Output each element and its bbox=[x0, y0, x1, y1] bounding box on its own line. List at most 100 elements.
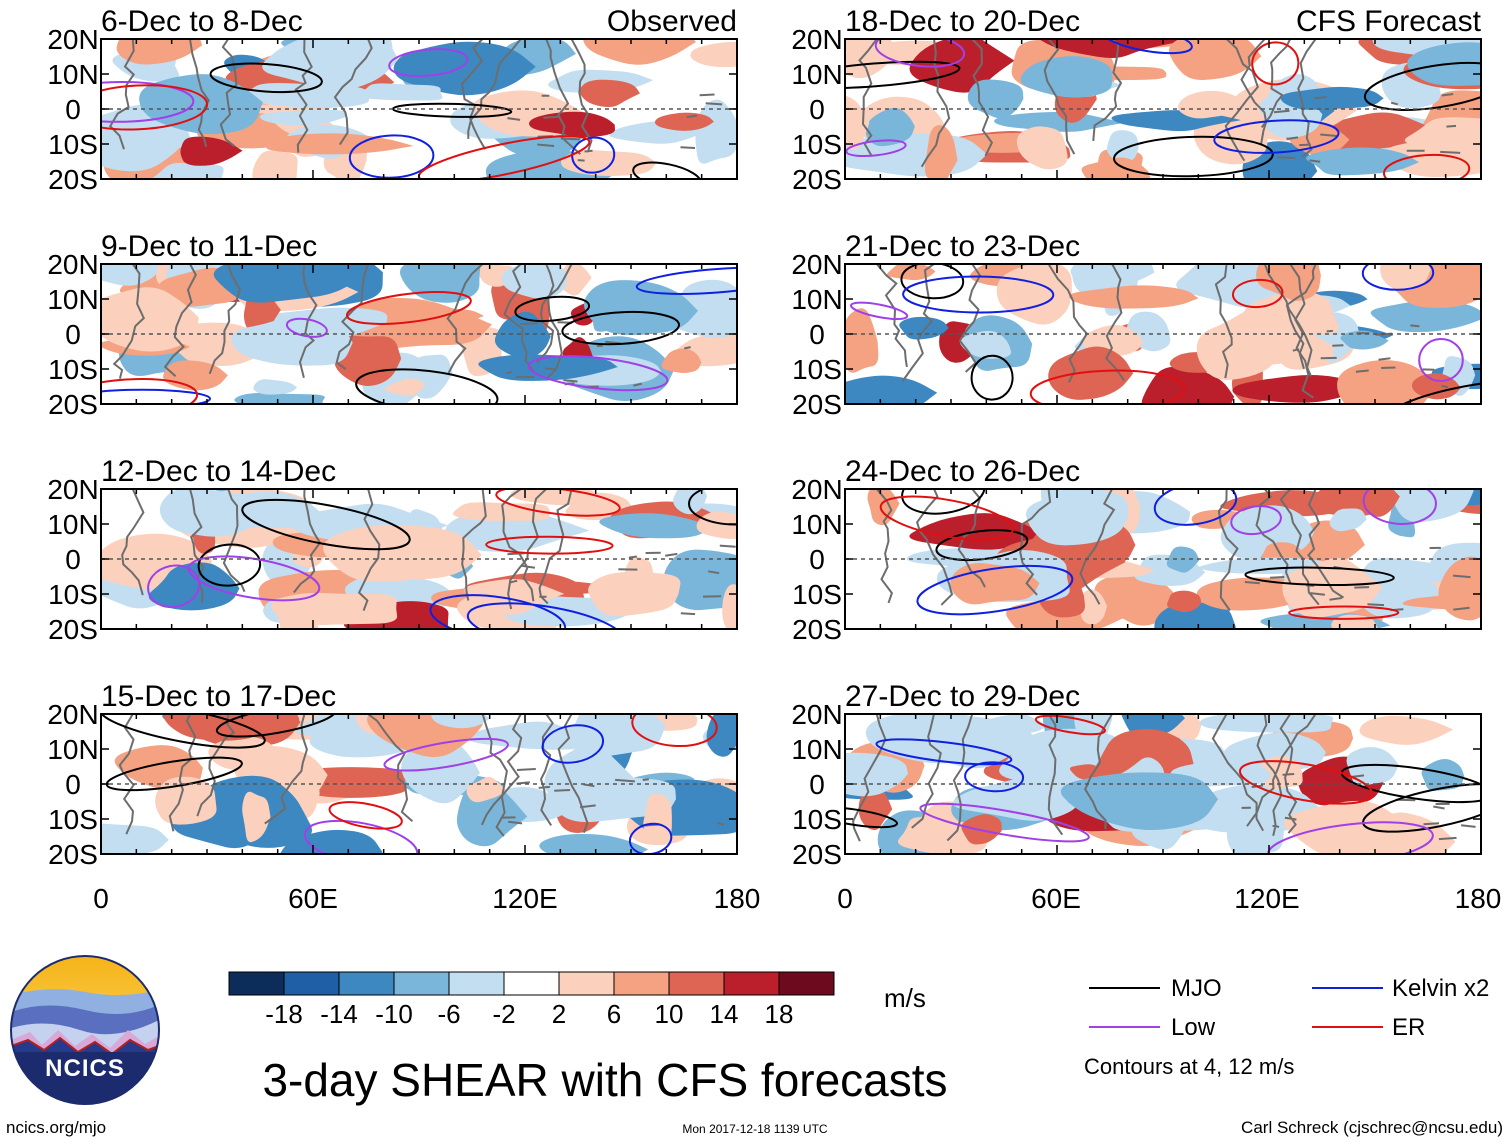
shear-anomaly-area bbox=[1068, 285, 1199, 309]
lat-label: 0 bbox=[809, 94, 825, 125]
wave-contour bbox=[187, 555, 321, 602]
wave-contour bbox=[285, 317, 328, 338]
shear-anomaly-area bbox=[1227, 326, 1334, 366]
panel-date-label: 21-Dec to 23-Dec bbox=[845, 230, 1080, 263]
lon-label: 60E bbox=[1031, 883, 1081, 914]
panel-date-label: 9-Dec to 11-Dec bbox=[101, 230, 317, 263]
panel-ticks bbox=[844, 713, 1482, 855]
shear-anomaly-area bbox=[1359, 715, 1454, 745]
panel-date-label: 12-Dec to 14-Dec bbox=[101, 455, 336, 488]
colorbar-tick: 10 bbox=[655, 999, 684, 1029]
shear-anomaly-area bbox=[1421, 759, 1465, 791]
shear-anomaly-area bbox=[1260, 755, 1303, 790]
shear-anomaly-area bbox=[1404, 117, 1481, 153]
panel-ticks bbox=[844, 488, 1482, 630]
wave-contour bbox=[388, 48, 469, 78]
lat-label: 10S bbox=[48, 804, 98, 835]
shear-anomaly-area bbox=[599, 513, 714, 539]
wave-contour bbox=[879, 495, 1014, 541]
wave-contour bbox=[241, 498, 411, 551]
wave-contour bbox=[1153, 489, 1238, 526]
shear-anomaly-area bbox=[355, 83, 443, 101]
wave-contour bbox=[1213, 119, 1340, 154]
shear-anomaly-area bbox=[539, 833, 649, 854]
shear-anomaly-area bbox=[845, 375, 938, 404]
shear-anomaly-area bbox=[696, 511, 737, 540]
lat-label: 10N bbox=[47, 284, 98, 315]
shear-anomaly-area bbox=[1081, 157, 1151, 179]
colorbar-swatch bbox=[778, 971, 835, 996]
wave-contour bbox=[561, 310, 681, 346]
legend-label-kelvin: Kelvin x2 bbox=[1392, 975, 1489, 1002]
wave-contour bbox=[527, 355, 669, 392]
shear-anomaly-area bbox=[1154, 602, 1236, 629]
lon-label: 60E bbox=[288, 883, 338, 914]
lat-label: 10S bbox=[48, 579, 98, 610]
colorbar-unit: m/s bbox=[884, 983, 926, 1013]
panel-date-label: 24-Dec to 26-Dec bbox=[845, 455, 1080, 488]
wave-contour bbox=[101, 388, 211, 404]
shear-map-panel: 18-Dec to 20-Dec CFS Forecast 20N 10N 0 10S 20… bbox=[791, 5, 1482, 195]
wave-contour bbox=[215, 714, 337, 738]
coastline bbox=[118, 714, 725, 837]
wave-contour bbox=[875, 738, 1013, 766]
wave-contour bbox=[902, 275, 1055, 314]
wave-contour bbox=[355, 368, 499, 404]
wave-contour bbox=[514, 295, 591, 323]
lat-label: 20N bbox=[47, 699, 98, 730]
lon-label: 0 bbox=[837, 883, 853, 914]
column-label: CFS Forecast bbox=[1296, 5, 1482, 38]
shear-anomaly-area bbox=[1256, 264, 1321, 301]
wave-contour bbox=[1230, 505, 1282, 536]
shear-anomaly-area bbox=[116, 39, 203, 65]
panel-ticks bbox=[100, 38, 738, 180]
ncics-logo: NCICS bbox=[10, 955, 160, 1105]
wave-contour bbox=[101, 714, 266, 749]
panel-date-label: 27-Dec to 29-Dec bbox=[845, 680, 1080, 713]
wave-contour bbox=[1361, 264, 1435, 291]
shear-anomaly-area bbox=[994, 111, 1125, 132]
shear-anomaly-area bbox=[1178, 90, 1253, 119]
shear-anomaly-area bbox=[510, 489, 596, 506]
legend-label-er: ER bbox=[1392, 1014, 1425, 1041]
wave-contour bbox=[1100, 39, 1193, 55]
shear-anomaly-area bbox=[690, 41, 737, 68]
shear-anomaly-area bbox=[845, 308, 879, 373]
shear-anomaly-area bbox=[333, 335, 402, 386]
wave-contour bbox=[916, 564, 1074, 616]
wave-contour bbox=[209, 62, 323, 94]
colorbar-swatch bbox=[723, 971, 780, 996]
wave-contour bbox=[1362, 489, 1437, 525]
colorbar-swatch bbox=[668, 971, 725, 996]
shear-anomaly-area bbox=[234, 392, 325, 404]
longitude-axis-left: 0 60E 120E 180 bbox=[93, 883, 760, 914]
shear-anomaly-area bbox=[1222, 732, 1326, 773]
colorbar-swatch bbox=[338, 971, 395, 996]
wave-contour bbox=[1113, 135, 1274, 178]
lat-label: 10S bbox=[792, 129, 842, 160]
wave-contour bbox=[383, 737, 509, 772]
shear-anomaly-area bbox=[452, 502, 551, 521]
lat-label: 20S bbox=[48, 164, 98, 195]
legend-label-mjo: MJO bbox=[1171, 975, 1222, 1002]
wave-contour bbox=[101, 80, 195, 123]
wave-contour bbox=[1231, 278, 1284, 309]
shear-anomaly-area bbox=[163, 714, 300, 741]
wave-contour bbox=[1034, 714, 1106, 736]
shear-anomaly-area bbox=[101, 264, 161, 286]
shear-anomaly-area bbox=[706, 714, 737, 757]
shear-anomaly-area bbox=[1232, 375, 1361, 403]
wave-contour bbox=[1251, 41, 1300, 86]
lat-label: 20S bbox=[48, 389, 98, 420]
shear-anomaly-area bbox=[1020, 56, 1113, 98]
lat-label: 0 bbox=[809, 769, 825, 800]
colorbar-swatch bbox=[228, 971, 285, 996]
lon-label: 180 bbox=[1455, 883, 1502, 914]
shear-anomaly-area bbox=[1039, 39, 1180, 59]
colorbar-ticks: -18 -14 -10 -6 -2 2 6 10 14 18 bbox=[265, 999, 793, 1029]
wave-contour bbox=[541, 724, 605, 764]
shear-anomaly-area bbox=[213, 264, 358, 303]
